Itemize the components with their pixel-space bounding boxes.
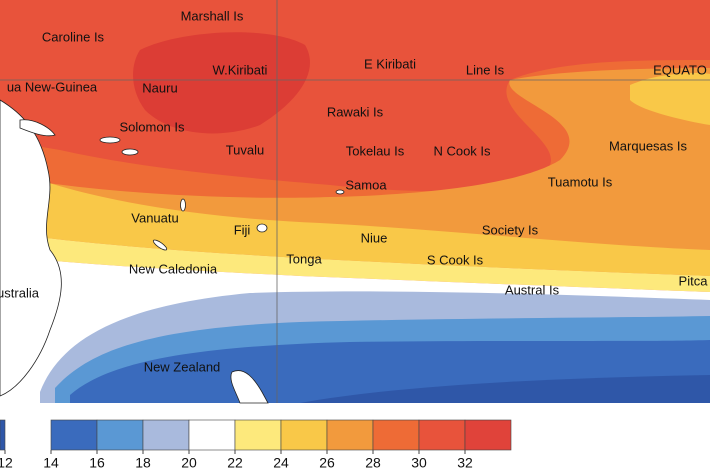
place-label: Nauru	[142, 80, 177, 95]
colorbar-tick-label: 30	[411, 455, 427, 471]
band-32	[133, 32, 310, 134]
island	[180, 198, 186, 212]
colorbar-segment	[464, 419, 512, 451]
place-label: Niue	[361, 230, 388, 245]
new-guinea	[19, 119, 56, 137]
place-label: Fiji	[234, 222, 251, 237]
land	[0, 99, 345, 404]
colorbar-segment	[96, 419, 144, 451]
place-label: ua New-Guinea	[7, 79, 98, 94]
colorbar-tick-label: 18	[135, 455, 151, 471]
island	[121, 148, 139, 156]
place-label: Caroline Is	[42, 29, 105, 44]
sst-field	[0, 0, 710, 403]
colorbar: 12 14 16 18 20 22 24 26 28 30 32	[0, 419, 512, 471]
colorbar-segment	[188, 419, 236, 451]
colorbar-segment	[280, 419, 328, 451]
colorbar-tick-label: 26	[319, 455, 335, 471]
colorbar-tick-label: 16	[89, 455, 105, 471]
place-label: E Kiribati	[364, 56, 416, 71]
band-24-26-east	[630, 73, 710, 125]
place-label: N Cook Is	[433, 143, 491, 158]
place-label: Marshall Is	[181, 8, 244, 23]
colorbar-segment	[234, 419, 282, 451]
place-label: Tuvalu	[226, 142, 265, 157]
place-label: Tonga	[286, 251, 322, 266]
place-label: Society Is	[482, 222, 539, 237]
island	[256, 223, 268, 233]
place-label: Solomon Is	[119, 119, 185, 134]
colorbar-tick-label: 24	[273, 455, 289, 471]
colorbar-segment	[326, 419, 374, 451]
place-label: Marquesas Is	[609, 138, 688, 153]
island	[152, 239, 168, 251]
australia	[0, 99, 62, 397]
place-label: Tuamotu Is	[548, 174, 613, 189]
place-label: New Zealand	[144, 359, 221, 374]
island	[335, 189, 345, 195]
place-label: S Cook Is	[427, 252, 484, 267]
place-label: Vanuatu	[131, 210, 178, 225]
colorbar-segment	[142, 419, 190, 451]
colorbar-tick-label: 14	[43, 455, 59, 471]
colorbar-tick-label: 12	[0, 455, 13, 471]
place-label: W.Kiribati	[213, 62, 268, 77]
place-label: ustralia	[0, 285, 40, 300]
new-zealand	[230, 370, 269, 404]
colorbar-segment	[0, 419, 6, 451]
band-24-26	[0, 165, 710, 276]
place-label: EQUATO	[653, 62, 707, 77]
colorbar-tick-label: 28	[365, 455, 381, 471]
colorbar-segment	[372, 419, 420, 451]
place-label: Pitca	[679, 273, 709, 288]
colorbar-tick-label: 22	[227, 455, 243, 471]
place-label: Rawaki Is	[327, 104, 384, 119]
colorbar-segment	[418, 419, 466, 451]
place-label: Line Is	[466, 62, 505, 77]
place-label: New Caledonia	[129, 261, 218, 276]
island	[99, 136, 121, 144]
band-22-24	[0, 232, 710, 292]
place-label: Tokelau Is	[346, 143, 405, 158]
colorbar-tick-label: 20	[181, 455, 197, 471]
colorbar-segment	[50, 419, 98, 451]
band-12-14	[300, 375, 710, 403]
place-label: Austral Is	[505, 282, 560, 297]
place-label: Samoa	[345, 177, 387, 192]
colorbar-tick-label: 32	[457, 455, 473, 471]
place-labels: Marshall Is Caroline Is ua New-Guinea Nauru…	[0, 8, 708, 374]
